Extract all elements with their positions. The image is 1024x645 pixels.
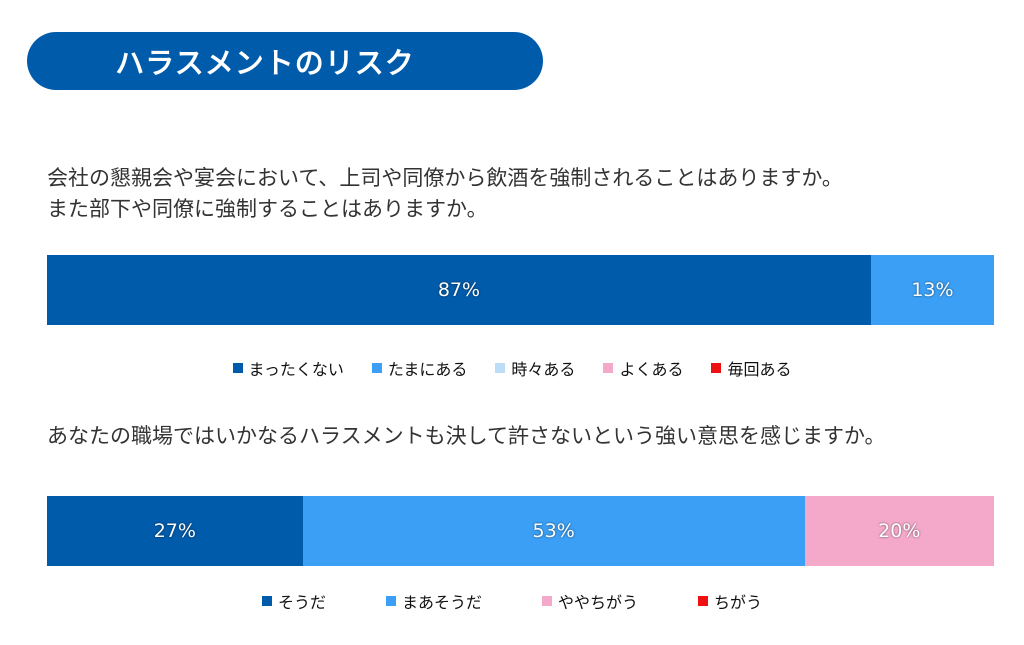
- legend-label: まあそうだ: [401, 593, 482, 612]
- legend-item: 毎回ある: [711, 356, 791, 380]
- legend-item: ややちがう: [542, 589, 638, 613]
- stacked-bar-1: 87% 13%: [47, 255, 994, 325]
- legend-swatch: [495, 363, 506, 373]
- legend-label: 毎回ある: [727, 360, 792, 379]
- legend-swatch: [261, 596, 272, 606]
- legend-label: たまにある: [387, 360, 468, 379]
- bar-segment-ややちがう: 20%: [804, 496, 994, 566]
- question-2: あなたの職場ではいかなるハラスメントも決して許さないという強い意思を感じますか。: [47, 421, 886, 452]
- legend-item: まったくない: [232, 356, 344, 380]
- legend-label: ちがう: [714, 593, 763, 612]
- legend-label: そうだ: [277, 593, 326, 612]
- legend-item: 時々ある: [495, 356, 575, 380]
- segment-label: 27%: [153, 520, 196, 542]
- segment-label: 53%: [532, 520, 575, 542]
- legend-swatch: [542, 596, 552, 606]
- legend-1: まったくない たまにある 時々ある よくある 毎回ある: [0, 356, 1024, 380]
- bar-segment-そうだ: 27%: [47, 496, 303, 566]
- legend-label: ややちがう: [558, 593, 639, 612]
- bar-segment-まったくない: 87%: [47, 255, 871, 325]
- bar-segment-まあそうだ: 53%: [302, 496, 805, 566]
- legend-label: 時々ある: [511, 360, 576, 379]
- legend-label: よくある: [619, 360, 684, 379]
- question-2-line-1: あなたの職場ではいかなるハラスメントも決して許さないという強い意思を感じますか。: [47, 424, 886, 448]
- page-title: ハラスメントのリスク: [115, 46, 415, 80]
- legend-swatch: [711, 363, 722, 373]
- legend-swatch: [232, 363, 243, 373]
- question-1-line-1: 会社の懇親会や宴会において、上司や同僚から飲酒を強制されることはありますか。: [47, 166, 843, 190]
- legend-2: そうだ まあそうだ ややちがう ちがう: [0, 589, 1024, 613]
- question-1: 会社の懇親会や宴会において、上司や同僚から飲酒を強制されることはありますか。 また…: [47, 163, 843, 225]
- segment-label: 87%: [437, 279, 481, 301]
- legend-label: まったくない: [248, 360, 344, 379]
- legend-item: そうだ: [261, 589, 326, 613]
- segment-label: 13%: [911, 279, 954, 301]
- question-1-line-2: また部下や同僚に強制することはありますか。: [47, 197, 488, 221]
- legend-item: ちがう: [698, 589, 762, 613]
- legend-item: まあそうだ: [385, 589, 482, 613]
- bar-segment-たまにある: 13%: [870, 255, 994, 325]
- legend-item: よくある: [603, 356, 683, 380]
- legend-swatch: [698, 596, 709, 606]
- stacked-bar-2: 27% 53% 20%: [47, 496, 994, 566]
- legend-swatch: [603, 363, 614, 373]
- legend-swatch: [371, 363, 382, 373]
- legend-swatch: [385, 596, 396, 606]
- legend-item: たまにある: [371, 356, 468, 380]
- segment-label: 20%: [878, 520, 921, 542]
- title-banner: ハラスメントのリスク: [27, 32, 543, 90]
